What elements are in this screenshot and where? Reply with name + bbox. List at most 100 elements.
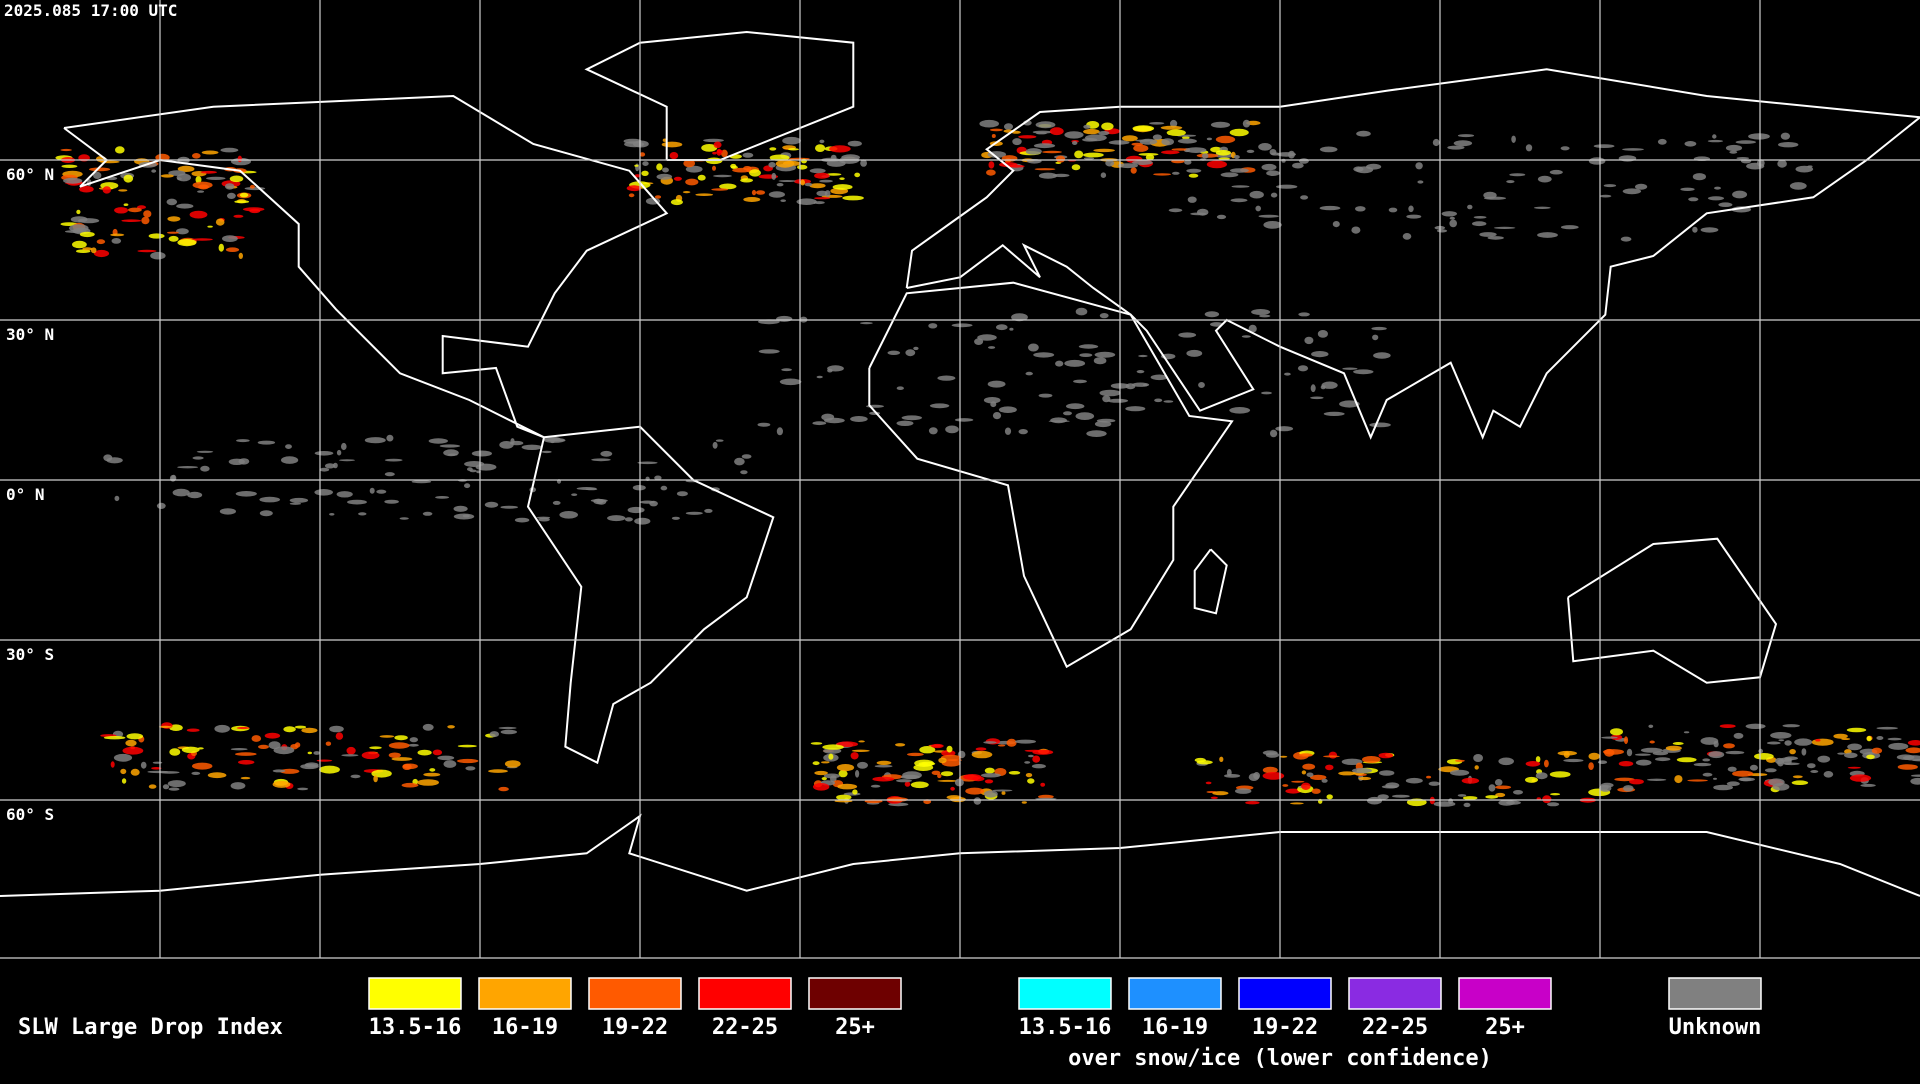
cloud-patch: [979, 120, 999, 128]
cloud-patch: [742, 454, 752, 459]
cloud-patch: [225, 183, 235, 189]
cloud-patch: [1056, 156, 1065, 163]
cloud-patch: [1429, 782, 1440, 786]
cloud-patch: [974, 797, 982, 805]
cloud-patch: [976, 747, 987, 750]
cloud-patch: [1442, 211, 1457, 216]
cloud-patch: [1133, 145, 1148, 152]
cloud-patch: [972, 751, 993, 758]
cloud-patch: [1603, 749, 1624, 755]
cloud-patch: [63, 178, 82, 184]
cloud-patch: [131, 769, 140, 776]
cloud-patch: [341, 443, 347, 450]
cloud-patch: [168, 780, 186, 787]
cloud-patch: [1818, 756, 1831, 763]
cloud-patch: [1318, 330, 1328, 338]
cloud-patch: [713, 175, 732, 177]
cloud-patch: [629, 193, 635, 197]
cloud-patch: [1464, 803, 1471, 807]
cloud-patch: [149, 233, 165, 238]
cloud-patch: [1299, 753, 1313, 757]
cloud-patch: [385, 459, 403, 462]
cloud-patch: [1072, 141, 1077, 145]
cloud-patch: [325, 463, 335, 468]
cloud-patch: [1463, 796, 1478, 800]
cloud-patch: [850, 416, 868, 422]
cloud-patch: [1550, 771, 1571, 777]
cloud-patch: [1259, 315, 1270, 318]
cloud-patch: [1807, 763, 1816, 768]
cloud-patch: [417, 779, 439, 786]
cloud-patch: [914, 760, 934, 767]
cloud-patch: [1300, 195, 1308, 199]
cloud-patch: [777, 183, 784, 186]
cloud-patch: [913, 347, 918, 350]
cloud-patch: [950, 787, 955, 791]
cloud-patch: [1534, 207, 1551, 209]
cloud-patch: [80, 232, 95, 237]
cloud-patch: [1770, 732, 1791, 739]
cloud-patch: [817, 376, 823, 379]
cloud-patch: [429, 768, 435, 772]
cloud-patch: [759, 349, 780, 353]
cloud-patch: [1841, 738, 1850, 740]
cloud-patch: [1019, 429, 1028, 434]
cloud-patch: [315, 451, 334, 456]
cloud-patch: [1211, 122, 1230, 128]
cloud-patch: [408, 744, 419, 747]
cloud-patch: [1673, 742, 1684, 745]
legend-label: 13.5-16: [1019, 1015, 1112, 1040]
cloud-patch: [1815, 739, 1820, 742]
cloud-patch: [295, 742, 300, 747]
cloud-patch: [1085, 134, 1107, 141]
cloud-patch: [672, 517, 680, 520]
cloud-patch: [1367, 797, 1382, 805]
cloud-patch: [1415, 162, 1422, 169]
cloud-patch: [1262, 164, 1277, 171]
cloud-patch: [1479, 232, 1496, 237]
cloud-patch: [384, 500, 399, 504]
cloud-patch: [1138, 355, 1148, 357]
cloud-patch: [1302, 770, 1306, 774]
cloud-patch: [60, 149, 72, 151]
cloud-patch: [1589, 753, 1600, 760]
cloud-patch: [1250, 191, 1264, 199]
cloud-patch: [1703, 773, 1713, 777]
cloud-patch: [1610, 728, 1623, 735]
cloud-patch: [1621, 237, 1632, 242]
cloud-patch: [819, 180, 833, 183]
cloud-patch: [537, 517, 550, 519]
cloud-patch: [103, 454, 112, 461]
cloud-patch: [241, 777, 251, 779]
cloud-patch: [370, 488, 375, 494]
cloud-patch: [1353, 166, 1363, 171]
cloud-patch: [1039, 394, 1053, 398]
cloud-patch: [341, 754, 358, 756]
cloud-patch: [1599, 785, 1608, 790]
cloud-patch: [1666, 746, 1682, 751]
cloud-patch: [1455, 760, 1465, 762]
cloud-patch: [1732, 771, 1753, 777]
cloud-patch: [1211, 797, 1218, 799]
cloud-patch: [465, 766, 475, 770]
legend-swatch: [369, 978, 461, 1009]
cloud-patch: [141, 762, 147, 769]
cloud-patch: [1101, 123, 1113, 131]
cloud-patch: [812, 421, 826, 425]
cloud-patch: [1301, 783, 1311, 790]
cloud-patch: [1777, 759, 1784, 766]
cloud-patch: [1783, 763, 1800, 766]
cloud-patch: [1040, 783, 1045, 787]
cloud-patch: [712, 152, 717, 155]
cloud-patch: [1189, 174, 1199, 178]
cloud-patch: [1097, 419, 1116, 423]
legend-label: 25+: [1485, 1015, 1525, 1040]
cloud-patch: [989, 161, 995, 168]
cloud-patch: [226, 247, 239, 252]
legend-swatch: [479, 978, 571, 1009]
legend: SLW Large Drop Index over snow/ice (lowe…: [18, 978, 1761, 1071]
cloud-patch: [714, 142, 722, 149]
cloud-patch: [1758, 749, 1763, 754]
cloud-patch: [69, 224, 89, 232]
cloud-patch: [931, 744, 944, 748]
